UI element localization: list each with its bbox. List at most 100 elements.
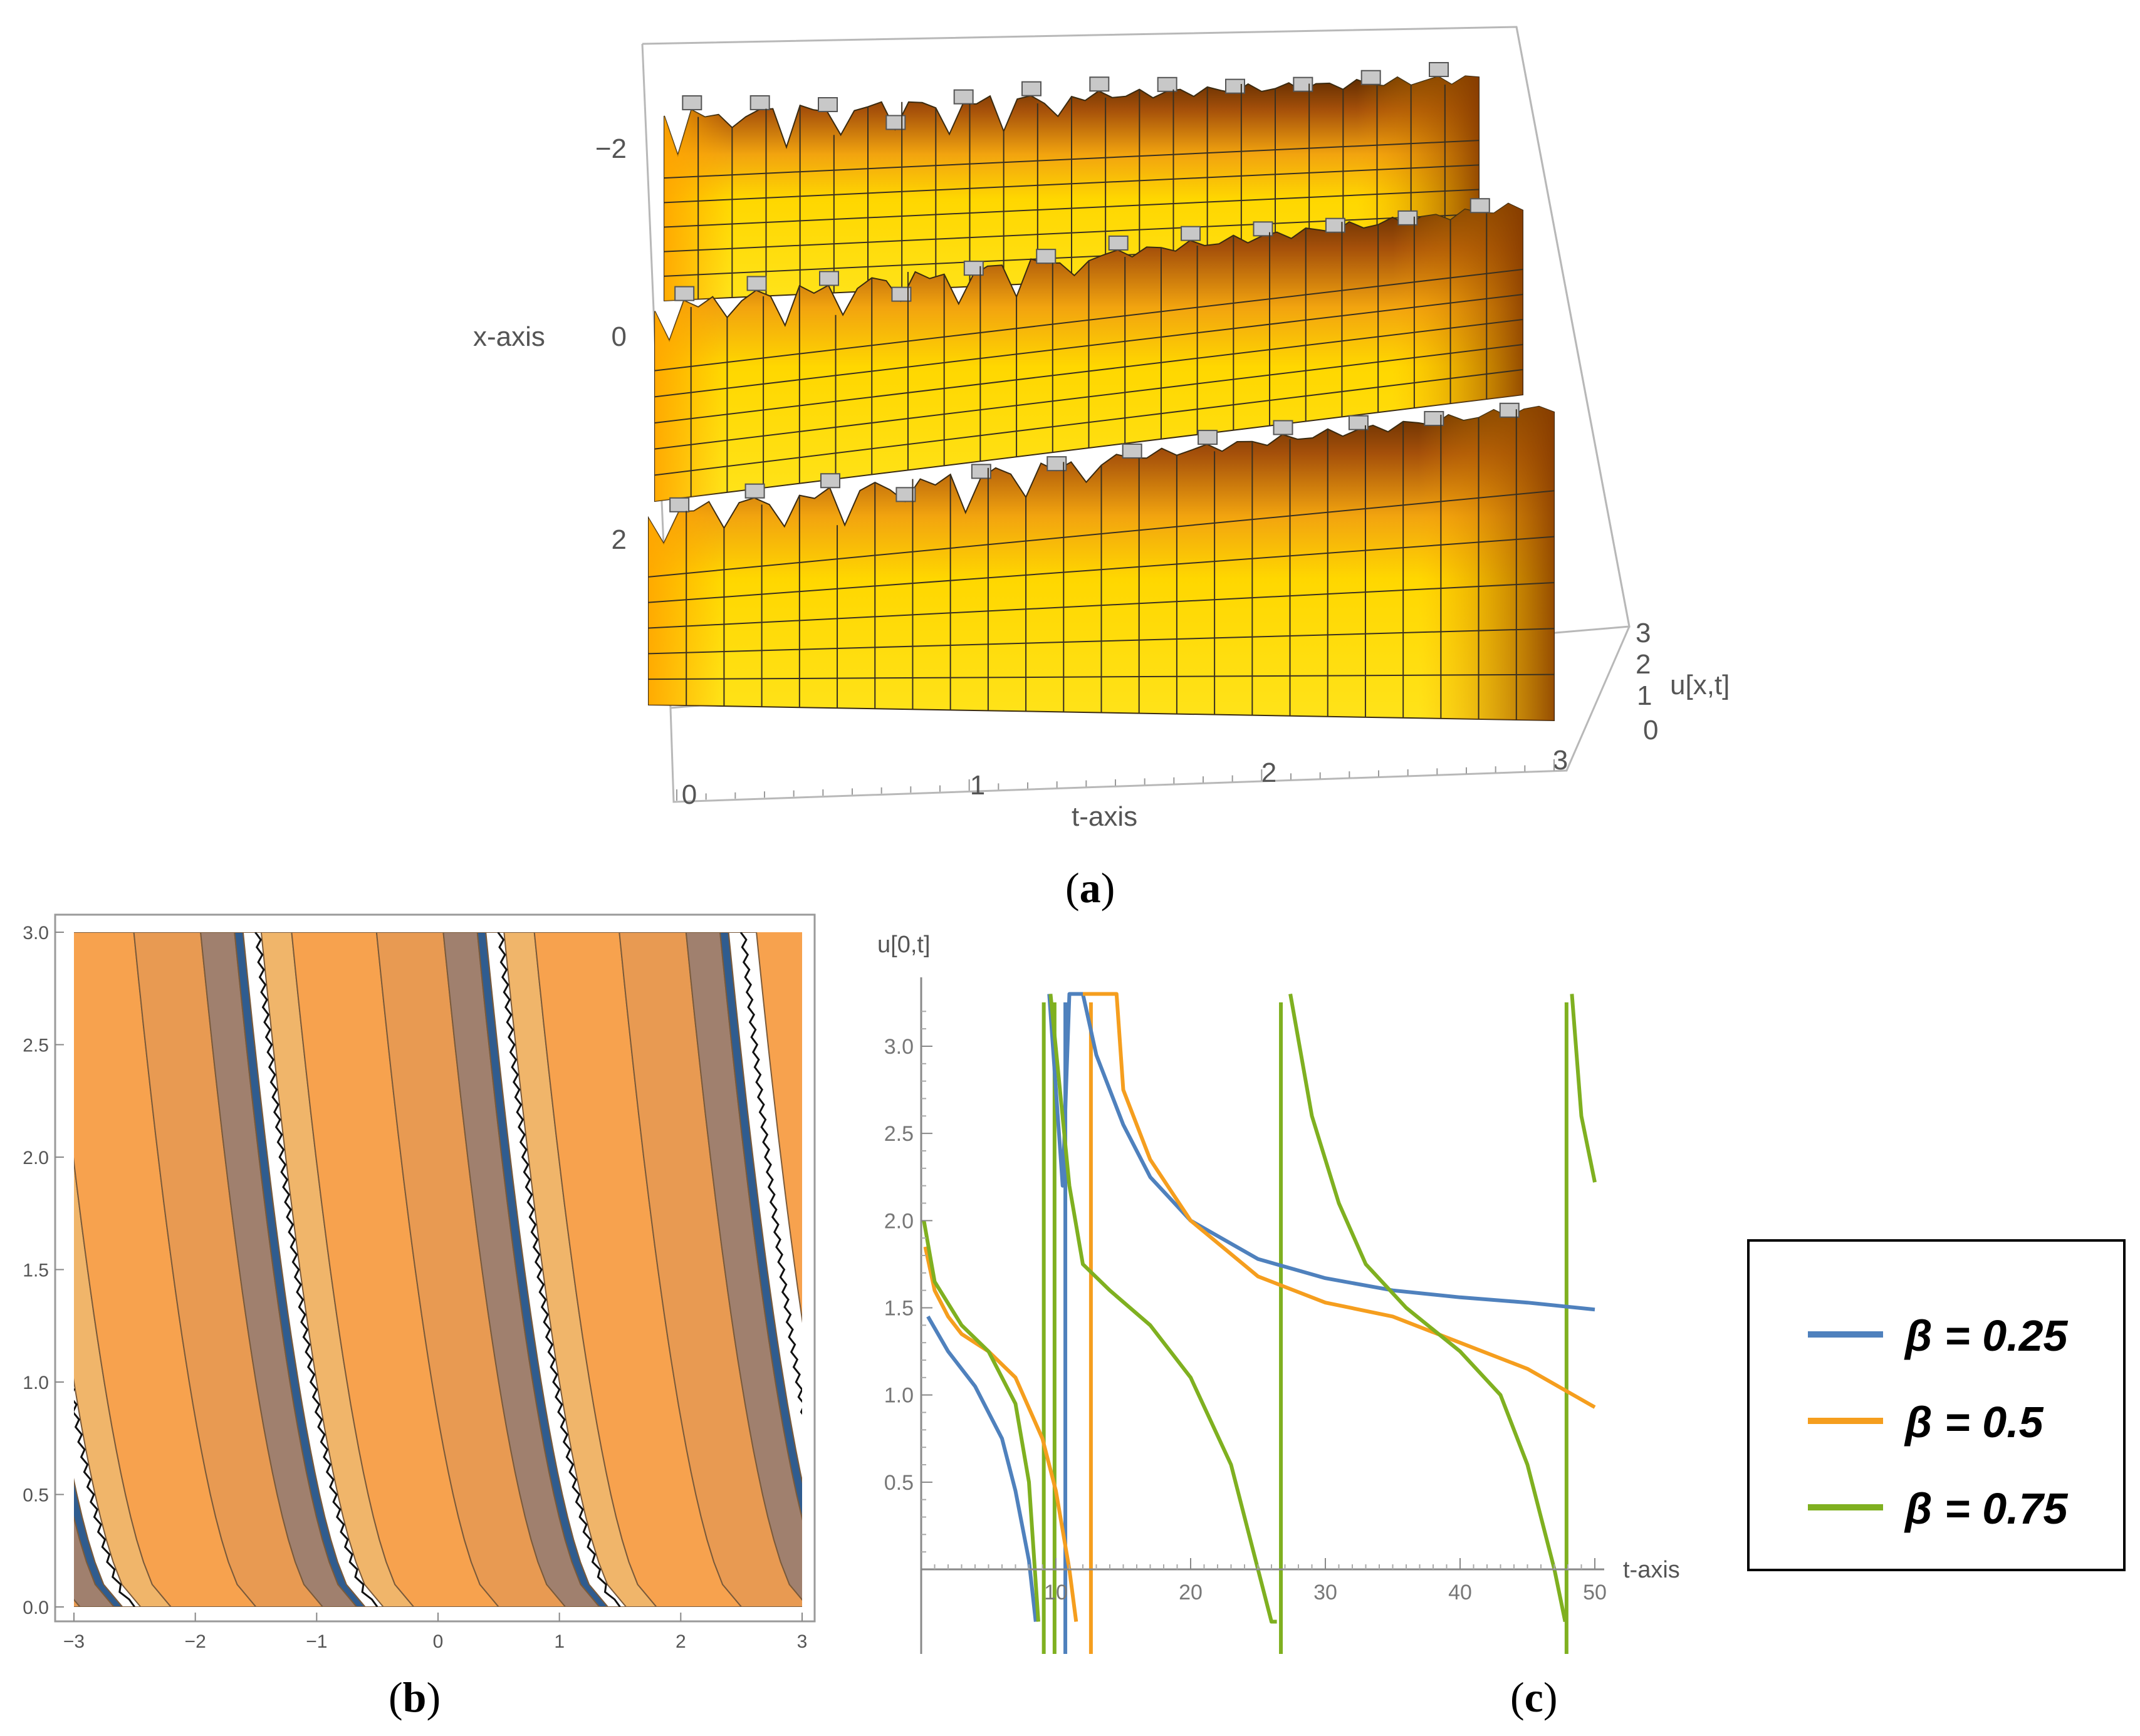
x-tick-label: 0	[682, 779, 697, 810]
crest-cap	[1157, 76, 1177, 92]
crest-cap	[669, 497, 690, 512]
mesh-line	[654, 319, 1523, 424]
crest-cap	[1499, 402, 1520, 418]
y-tick-label: −2	[595, 133, 627, 164]
legend-label: β = 0.75	[1904, 1484, 2069, 1533]
surface-ridges	[648, 62, 1555, 722]
x-tick-label: 3	[1553, 745, 1568, 776]
z-tick-label: 1	[1637, 680, 1652, 711]
crest-cap	[953, 89, 974, 105]
y-tick-label: 3.0	[23, 923, 49, 943]
panel-c-line-chart: 10 20 30 40 50 0.5 1.0 1.5 2.0 2.5 3.0 u[0,t] t-ax…	[877, 932, 2126, 1721]
crest-cap	[820, 473, 840, 489]
mesh-line	[654, 269, 1523, 372]
legend-label: β = 0.5	[1904, 1398, 2044, 1447]
crest-cap	[1469, 198, 1490, 214]
x-tick-label: 0	[433, 1631, 444, 1652]
crest-cap	[746, 276, 767, 291]
crest-cap	[1225, 78, 1245, 94]
contour-band	[74, 1515, 115, 1607]
mesh-line	[664, 189, 1480, 228]
legend: β = 0.25 β = 0.5 β = 0.75	[1747, 1239, 2126, 1571]
contour-line	[497, 932, 621, 1607]
line-series	[922, 992, 1597, 1654]
z-tick-label: 2	[1636, 649, 1651, 680]
crest-cap	[1348, 415, 1369, 430]
y-tick-label: 1.5	[23, 1260, 49, 1281]
x-tick-label: 20	[1179, 1581, 1203, 1604]
crest-cap	[1181, 226, 1201, 241]
x-axis-label: t-axis	[1072, 801, 1137, 832]
caption-a: (a)	[1065, 864, 1115, 912]
contour-bands	[0, 932, 802, 1607]
crest-cap	[963, 261, 984, 276]
mesh-line	[648, 582, 1555, 629]
crest-cap	[744, 483, 765, 499]
contour-line	[739, 932, 802, 1415]
y-tick-label: 3.0	[884, 1035, 914, 1059]
crest-cap	[1036, 249, 1057, 264]
y-tick-label: 2.5	[884, 1122, 914, 1146]
crest-cap	[1198, 430, 1218, 445]
y-axis-label: u[0,t]	[877, 932, 931, 958]
y-tick-label: 0.5	[23, 1485, 49, 1506]
crest-cap	[819, 271, 839, 286]
crest-cap	[1021, 81, 1041, 96]
series-line	[1570, 994, 1597, 1183]
z-axis-label: u[x,t]	[1670, 670, 1730, 700]
mesh-line	[664, 164, 1480, 204]
y-tick-label: 0.0	[23, 1598, 49, 1618]
line-axes: 10 20 30 40 50 0.5 1.0 1.5 2.0 2.5 3.0	[884, 977, 1607, 1654]
caption-c: (c)	[1510, 1673, 1558, 1721]
panel-b-contour: −3 −2 −1 0 1 2 3 0.0 0.5 1.0 1.5 2.0 2.5 3.0 (b)	[0, 913, 816, 1721]
y-tick-label: 1.5	[884, 1297, 914, 1321]
contour-line	[254, 932, 378, 1607]
x-tick-label: 2	[1261, 757, 1276, 788]
x-tick-label: 50	[1583, 1581, 1607, 1604]
y-tick-label: 2.0	[23, 1148, 49, 1168]
crest-cap	[1429, 62, 1449, 78]
x-tick-label: −1	[306, 1631, 327, 1652]
crest-cap	[682, 95, 702, 111]
x-tick-label: 1	[554, 1631, 565, 1652]
plot-frame	[54, 913, 816, 1623]
crest-cap	[885, 115, 906, 130]
crest-cap	[1397, 210, 1418, 226]
series-line	[926, 1315, 1038, 1622]
x-tick-label: −2	[185, 1631, 206, 1652]
y-tick-label: 2	[612, 524, 627, 555]
mesh-line	[648, 673, 1555, 680]
series-line	[923, 1246, 1078, 1622]
x-tick-label: 40	[1448, 1581, 1472, 1604]
mesh-line	[648, 536, 1555, 603]
crest-cap	[1273, 420, 1293, 435]
crest-cap	[674, 286, 695, 301]
z-tick-label: 0	[1643, 715, 1658, 746]
x-axis-label: t-axis	[1623, 1557, 1680, 1583]
crest-cap	[1108, 235, 1129, 251]
z-tick-label: 3	[1636, 618, 1651, 648]
series-line	[1288, 993, 1567, 1623]
series-line	[922, 1220, 1040, 1622]
mesh-line	[648, 490, 1555, 578]
t-axis-ticks	[676, 759, 1555, 801]
x-tick-label: 1	[970, 770, 985, 801]
legend-box	[1747, 1239, 2126, 1571]
y-tick-label: 1.0	[884, 1384, 914, 1408]
contour-band	[0, 932, 13, 1607]
x-tick-label: 3	[797, 1631, 808, 1652]
contour-axes: −3 −2 −1 0 1 2 3 0.0 0.5 1.0 1.5 2.0 2.5 3.0	[23, 923, 807, 1652]
series-line	[1047, 992, 1595, 1312]
contour-band	[728, 932, 802, 1484]
crest-cap	[1047, 456, 1067, 472]
legend-label: β = 0.25	[1904, 1311, 2069, 1360]
crest-cap	[818, 96, 838, 112]
mesh-line	[664, 140, 1480, 179]
crest-cap	[1360, 70, 1381, 85]
series-line	[1048, 994, 1277, 1624]
y-tick-label: 0.5	[884, 1471, 914, 1495]
x-tick-label: −3	[63, 1631, 85, 1652]
y-tick-label: 2.5	[23, 1036, 49, 1056]
x-tick-label: 10	[1044, 1581, 1068, 1604]
